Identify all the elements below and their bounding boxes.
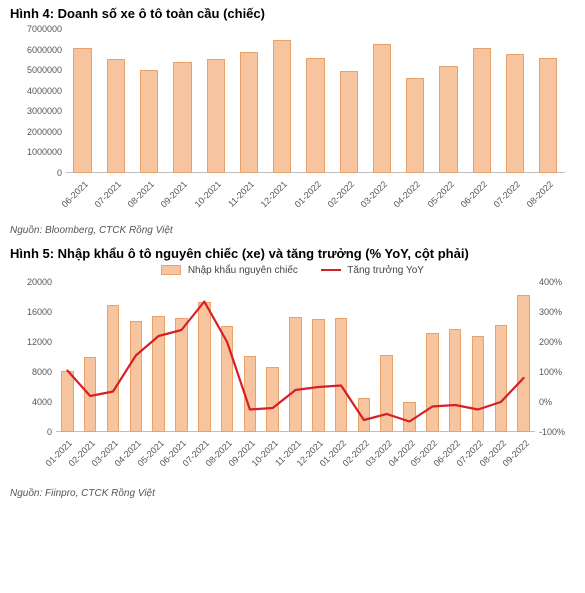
legend-item-bar: Nhập khẩu nguyên chiếc [161, 265, 298, 276]
y-tick-label: 1000000 [27, 147, 66, 157]
bar [140, 70, 158, 173]
x-tick-label: 04-2022 [392, 179, 422, 209]
bar [207, 59, 225, 173]
legend-swatch-line [321, 269, 341, 271]
x-tick-label: 06-2021 [59, 179, 89, 209]
chart2-legend: Nhập khẩu nguyên chiếc Tăng trưởng YoY [0, 263, 585, 276]
y-tick-label: 3000000 [27, 106, 66, 116]
y2-tick-label: 300% [535, 307, 562, 317]
x-tick-label: 06-2022 [458, 179, 488, 209]
chart2-plot: 040008000120001600020000-100%0%100%200%3… [56, 282, 535, 432]
y2-tick-label: 200% [535, 337, 562, 347]
y-tick-label: 0 [47, 427, 56, 437]
y-tick-label: 5000000 [27, 65, 66, 75]
chart2-area: 0 4000 8000 12000 16000 20000 -100% 0% 100% 200% 3… [10, 276, 575, 486]
bar [306, 58, 324, 173]
legend-item-line: Tăng trưởng YoY [321, 265, 424, 276]
y-tick-label: 6000000 [27, 45, 66, 55]
page-root: Hình 4: Doanh số xe ô tô toàn cầu (chiếc… [0, 0, 585, 593]
x-tick-label: 07-2022 [492, 179, 522, 209]
x-tick-label: 03-2022 [359, 179, 389, 209]
chart1-area: 0 1000000 2000000 3000000 4000000 5000000 6000… [10, 23, 575, 223]
y-tick-label: 20000 [27, 277, 56, 287]
x-tick-label: 09-2021 [159, 179, 189, 209]
bar [439, 66, 457, 173]
x-tick-label: 08-2022 [525, 179, 555, 209]
chart1-plot: 0100000020000003000000400000050000006000… [66, 29, 565, 173]
y2-tick-label: 100% [535, 367, 562, 377]
y-tick-label: 12000 [27, 337, 56, 347]
x-tick-label: 02-2022 [325, 179, 355, 209]
legend-bar-label: Nhập khẩu nguyên chiếc [188, 265, 298, 276]
bar [539, 58, 557, 173]
bar [273, 40, 291, 173]
bar [73, 48, 91, 173]
bar [340, 71, 358, 173]
chart2-line-layer [56, 282, 535, 432]
chart1-xlabels: 06-202107-202108-202109-202110-202111-20… [10, 179, 575, 223]
x-tick-label: 07-2021 [93, 179, 123, 209]
y-tick-label: 2000000 [27, 127, 66, 137]
chart2-xlabels: 01-202102-202103-202104-202105-202106-20… [10, 438, 575, 486]
bar [373, 44, 391, 173]
growth-line [67, 302, 523, 422]
bar [107, 59, 125, 173]
chart2-block: Hình 5: Nhập khẩu ô tô nguyên chiếc (xe)… [0, 240, 585, 503]
y2-tick-label: 400% [535, 277, 562, 287]
bar [406, 78, 424, 173]
chart2-source: Nguồn: Fiinpro, CTCK Rồng Việt [0, 486, 585, 503]
chart1-block: Hình 4: Doanh số xe ô tô toàn cầu (chiếc… [0, 0, 585, 240]
bar [473, 48, 491, 173]
bar [173, 62, 191, 173]
y2-tick-label: -100% [535, 427, 565, 437]
x-tick-label: 11-2021 [226, 179, 256, 209]
y-tick-label: 0 [57, 168, 66, 178]
x-tick-label: 05-2022 [425, 179, 455, 209]
chart1-title: Hình 4: Doanh số xe ô tô toàn cầu (chiếc… [0, 0, 585, 23]
y-tick-label: 16000 [27, 307, 56, 317]
y-tick-label: 4000000 [27, 86, 66, 96]
x-tick-label: 01-2022 [292, 179, 322, 209]
x-tick-label: 10-2021 [192, 179, 222, 209]
y2-tick-label: 0% [535, 397, 552, 407]
x-tick-label: 08-2021 [126, 179, 156, 209]
legend-line-label: Tăng trưởng YoY [347, 265, 424, 276]
y-tick-label: 8000 [32, 367, 56, 377]
bar [506, 54, 524, 173]
chart1-source: Nguồn: Bloomberg, CTCK Rồng Việt [0, 223, 585, 240]
x-tick-label: 12-2021 [259, 179, 289, 209]
y-tick-label: 4000 [32, 397, 56, 407]
y-tick-label: 7000000 [27, 24, 66, 34]
chart2-title: Hình 5: Nhập khẩu ô tô nguyên chiếc (xe)… [0, 240, 585, 263]
bar [240, 52, 258, 173]
legend-swatch-bar [161, 265, 181, 275]
